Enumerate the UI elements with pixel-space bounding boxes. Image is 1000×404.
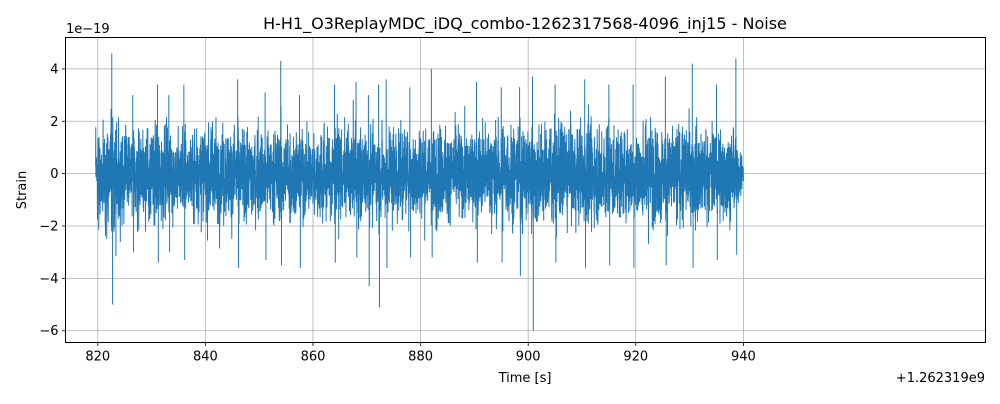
- y-axis-label: Strain: [15, 171, 30, 210]
- x-axis-label: Time [s]: [498, 371, 552, 386]
- y-scale-label: 1e−19: [66, 22, 110, 37]
- y-tick-label: −4: [39, 272, 58, 287]
- y-tick-label: 0: [50, 167, 58, 182]
- chart-title: H-H1_O3ReplayMDC_iDQ_combo-1262317568-40…: [263, 14, 787, 34]
- y-tick-label: 4: [50, 62, 58, 77]
- x-tick-label: 840: [193, 350, 218, 365]
- y-tick-label: −6: [39, 324, 58, 339]
- x-tick-label: 880: [408, 350, 433, 365]
- x-tick-label: 860: [301, 350, 326, 365]
- x-tick-label: 820: [85, 350, 110, 365]
- plot-frame: [65, 37, 986, 343]
- y-tick-label: −2: [39, 219, 58, 234]
- noise-series-line: [95, 99, 744, 257]
- x-tick-label: 940: [731, 350, 756, 365]
- series-layer: [95, 53, 744, 331]
- noise-peaks: [111, 53, 738, 331]
- x-offset-label: +1.262319e9: [896, 371, 985, 386]
- x-tick-label: 900: [516, 350, 541, 365]
- tick-layer: 820 840 860 880 900 920 940 −6 −4 −2 0 2 4: [39, 62, 755, 364]
- x-tick-label: 920: [623, 350, 648, 365]
- y-tick-label: 2: [50, 115, 58, 130]
